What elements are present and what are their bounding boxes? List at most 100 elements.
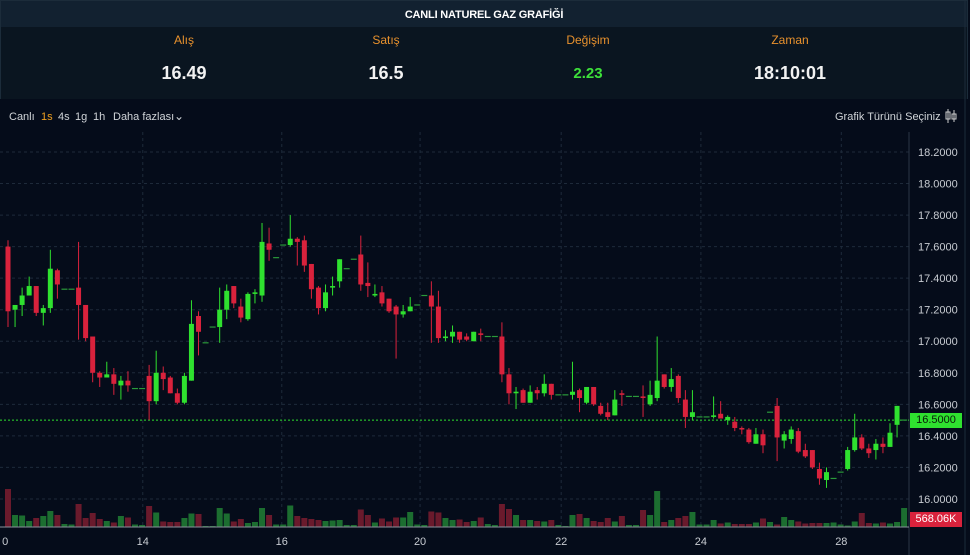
candle-down (54, 270, 60, 285)
interval-1s[interactable]: 1s (41, 111, 53, 123)
interval-4s[interactable]: 4s (58, 111, 70, 123)
volume-bar (604, 518, 611, 527)
stat-time: Zaman 18:10:01 (690, 33, 890, 84)
candle-down (591, 386, 597, 405)
volume-bar (625, 525, 632, 527)
price-tick-label: 17.0000 (918, 336, 958, 348)
stat-change-label: Değişim (566, 33, 610, 47)
volume-bar (167, 522, 174, 527)
volume-bar (181, 518, 188, 527)
candle-up (181, 375, 187, 403)
candlestick-icon[interactable] (944, 108, 958, 127)
candle-down (661, 374, 667, 387)
candle-up (323, 292, 329, 309)
volume-bar (505, 509, 512, 527)
candle-down (301, 240, 307, 266)
candle-up (654, 380, 660, 399)
volume-bar (259, 508, 266, 527)
candle-up (40, 308, 46, 313)
volume-bar (703, 524, 710, 527)
interval-1h[interactable]: 1h (93, 111, 106, 123)
time-tick-label: 24 (695, 536, 707, 548)
candle-up (569, 391, 575, 395)
candle-down (457, 331, 463, 340)
interval-1g[interactable]: 1g (75, 111, 88, 123)
volume-bar (343, 525, 350, 527)
volume-bar (668, 520, 675, 527)
volume-bar (809, 523, 816, 527)
volume-bar (54, 515, 61, 527)
candle-down (619, 393, 625, 395)
volume-bar (788, 520, 795, 527)
volume-bar (632, 525, 639, 527)
stat-ask-label: Satış (372, 33, 400, 47)
candle-down (266, 243, 272, 250)
candle-up (845, 450, 851, 469)
candle-down (802, 450, 808, 457)
volume-bar (456, 519, 463, 527)
candle-up (541, 383, 547, 394)
chart-type-button[interactable]: Grafik Türünü Seçiniz (835, 111, 941, 123)
volume-bar (33, 518, 40, 527)
volume-bar (548, 520, 555, 527)
candle-up (527, 391, 533, 403)
volume-bar (498, 504, 505, 527)
candle-down (231, 286, 237, 304)
volume-bar (96, 519, 103, 527)
volume-bar (823, 523, 830, 527)
volume-bar (188, 513, 195, 527)
candle-up (584, 386, 590, 403)
price-tick-label: 17.4000 (918, 273, 958, 285)
price-tick-label: 16.6000 (918, 399, 958, 411)
live-button[interactable]: Canlı (9, 111, 35, 123)
candle-down (160, 372, 166, 380)
candle-down (605, 412, 611, 417)
time-tick-label: 22 (555, 536, 567, 548)
candle-down (174, 393, 180, 403)
volume-bar (153, 512, 160, 527)
volume-bar (174, 522, 181, 527)
volume-bar (336, 520, 343, 527)
volume-bar (273, 524, 280, 527)
volume-bar (470, 521, 477, 527)
price-tick-label: 17.2000 (918, 305, 958, 317)
volume-bar (414, 524, 421, 527)
candle-down (365, 282, 371, 287)
candle-up (894, 405, 900, 425)
candle-up (19, 295, 25, 305)
volume-bar (767, 522, 774, 527)
volume-bar (117, 516, 124, 527)
price-tick-label: 17.8000 (918, 210, 958, 222)
candle-down (499, 336, 505, 375)
candle-down (464, 336, 470, 340)
candle-up (245, 293, 251, 320)
candle-down (746, 429, 752, 443)
volume-bar (132, 524, 139, 527)
volume-bar (491, 525, 498, 527)
candle-down (520, 390, 526, 403)
volume-bar (26, 521, 33, 527)
volume-bar (583, 518, 590, 527)
volume-bar (774, 524, 781, 527)
stat-ask: Satış 16.5 (286, 33, 486, 84)
stat-bid-value: 16.49 (161, 63, 207, 83)
price-tick-label: 18.2000 (918, 147, 958, 159)
candle-down (760, 434, 766, 446)
volume-bar (266, 515, 273, 527)
time-tick-label: 20 (414, 536, 426, 548)
volume-bar (527, 520, 534, 527)
volume-bar (195, 514, 202, 527)
volume-bar (717, 523, 724, 527)
candle-up (450, 331, 456, 337)
candle-up (118, 380, 124, 386)
candle-down (478, 333, 484, 335)
candle-down (675, 375, 681, 399)
volume-bar (816, 523, 823, 527)
more-intervals-button[interactable]: Daha fazlası (113, 111, 175, 123)
chevron-down-icon[interactable]: ⌄ (174, 109, 185, 123)
candle-down (5, 246, 11, 312)
volume-bar (569, 515, 576, 527)
candle-down (506, 374, 512, 394)
candle-up (781, 434, 787, 441)
